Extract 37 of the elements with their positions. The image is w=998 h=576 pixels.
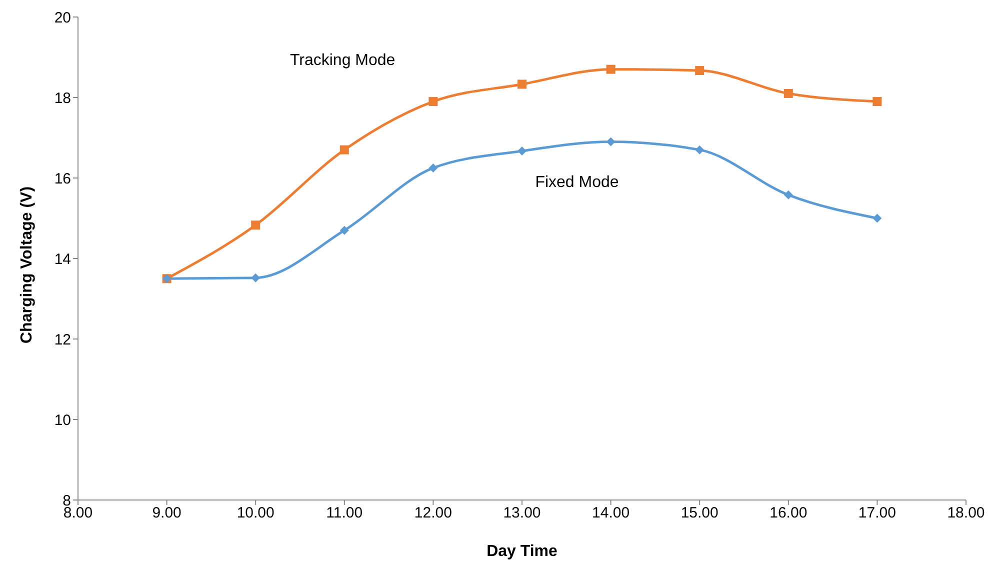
y-tick-label: 16: [54, 170, 71, 188]
x-tick-label: 8.00: [63, 504, 93, 522]
text: Tracking Mode: [290, 52, 396, 70]
x-tick-label: 13.00: [503, 504, 541, 522]
x-tick-label: 9.00: [152, 504, 182, 522]
point: [518, 146, 526, 156]
y-tick-label: 10: [54, 412, 71, 429]
x-tick-label: 11.00: [326, 504, 363, 522]
y-tick-label: 20: [54, 9, 71, 26]
point: [784, 190, 793, 200]
point: [872, 214, 882, 223]
point: [518, 80, 526, 89]
x-tick-label: 12.00: [414, 504, 452, 522]
point: [784, 88, 793, 98]
point: [251, 273, 260, 282]
point: [428, 97, 438, 106]
x-tick-label: 16.00: [770, 504, 808, 522]
y-tick-label: 14: [54, 250, 71, 268]
point: [340, 145, 349, 154]
point: [606, 137, 616, 146]
x-axis-title: Day Time: [486, 543, 558, 560]
y-tick-label: 12: [54, 331, 71, 348]
x-tick-label: 18.00: [947, 504, 985, 522]
x-tick-label: 15.00: [680, 504, 718, 522]
point: [251, 220, 260, 230]
y-tick-label: 18: [54, 90, 71, 107]
point: [340, 226, 349, 235]
series-label: Fixed Mode: [535, 174, 619, 192]
point: [695, 66, 704, 76]
x-tick-label: 17.00: [858, 504, 896, 522]
x-tick-label: 14.00: [592, 504, 630, 522]
point: [428, 163, 438, 172]
point: [695, 145, 704, 154]
point: [606, 64, 616, 74]
y-axis-title: Charging Voltage (V): [18, 186, 36, 344]
point: [872, 97, 882, 106]
x-tick-label: 10.00: [236, 504, 274, 522]
